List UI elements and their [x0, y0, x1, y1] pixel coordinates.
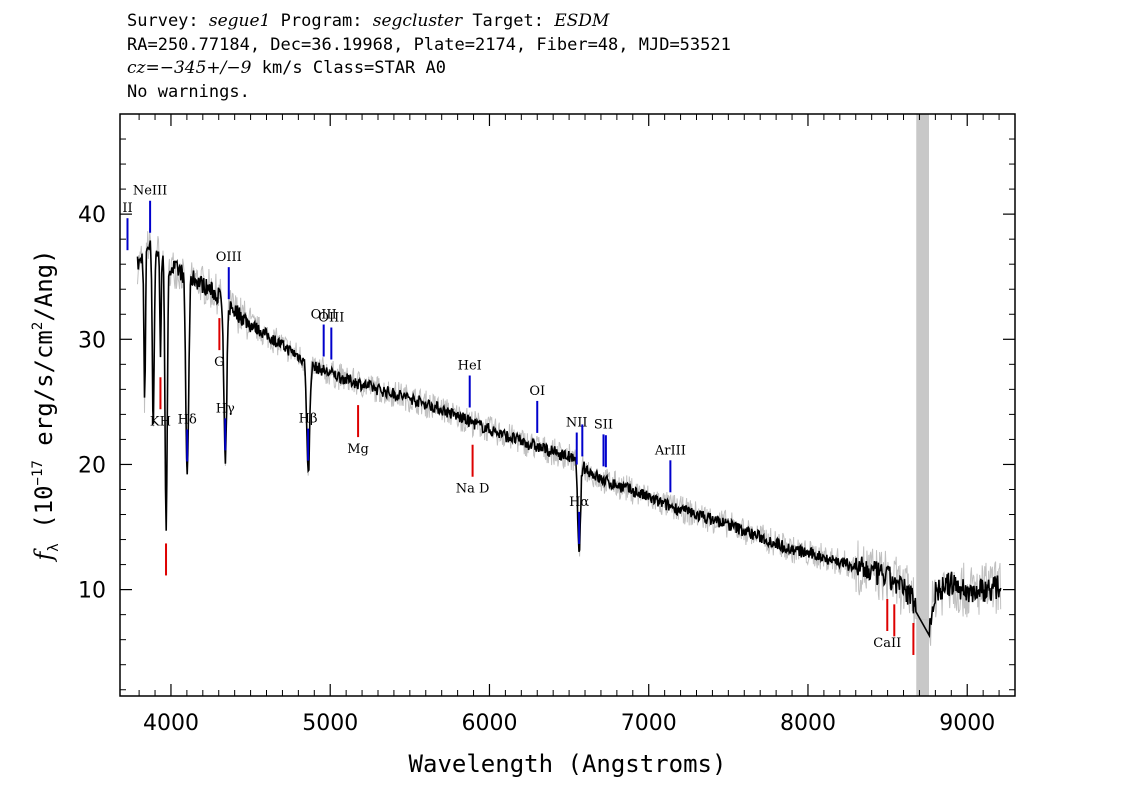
y-label-pre: (10 — [30, 485, 58, 543]
y-label-post: /Ang) — [30, 249, 58, 321]
y-tick-label: 40 — [78, 203, 106, 228]
header-line-survey: Survey: segue1 Program: segcluster Targe… — [127, 10, 731, 34]
plot-frame — [119, 113, 1016, 697]
emission-line-label: HeI — [458, 358, 482, 373]
header-line-redshift: cz=−345+/−9 km/s Class=STAR A0 — [127, 57, 731, 81]
emission-line-label: OIII — [318, 311, 344, 326]
emission-line-label: OIII — [216, 250, 242, 265]
x-tick-label: 4000 — [143, 711, 199, 736]
absorption-line-label: Mg — [347, 442, 369, 457]
flux-error-band — [137, 228, 1002, 646]
target-label: Target: — [462, 11, 555, 31]
y-tick-label: 30 — [78, 328, 106, 353]
survey-value: segue1 — [208, 11, 271, 31]
cz-value: −345+/−9 — [159, 58, 252, 78]
x-axis-label: Wavelength (Angstroms) — [409, 750, 727, 778]
cz-label: cz= — [127, 58, 160, 78]
x-tick-label: 9000 — [939, 711, 995, 736]
x-tick-label: 7000 — [621, 711, 677, 736]
y-label-exp2: 2 — [30, 322, 46, 330]
emission-line-label: OIII — [311, 308, 337, 323]
absorption-line-label: KH — [150, 414, 171, 429]
emission-line-label: II — [122, 201, 132, 216]
x-tick-label: 6000 — [461, 711, 517, 736]
y-label-exp: −17 — [30, 460, 46, 485]
emission-line-label: ArIII — [654, 443, 686, 458]
emission-line-label: NeIII — [133, 184, 167, 199]
x-tick-label: 5000 — [302, 711, 358, 736]
y-axis-label: fλ (10−17 erg/s/cm2/Ang) — [30, 249, 62, 562]
header-line-warnings: No warnings. — [127, 81, 250, 102]
absorption-line-label: Na D — [456, 482, 490, 497]
masked-region-group — [916, 114, 930, 696]
emission-line-label: SII — [594, 417, 613, 432]
target-value: ESDM — [554, 11, 610, 31]
y-tick-label: 20 — [78, 453, 106, 478]
emission-line-label: Hγ — [216, 401, 235, 416]
noise-band-group — [137, 228, 1002, 646]
class-text: km/s Class=STAR A0 — [251, 58, 446, 78]
program-label: Program: — [270, 11, 373, 31]
x-tick-label: 8000 — [780, 711, 836, 736]
line-marker-group: NeIIIIIHδHγOIIIHβOIIIOIIIHeIOINIIHαSIIAr… — [122, 184, 915, 655]
emission-line-label: NII — [566, 416, 588, 431]
masked-wavelength-band — [916, 114, 930, 696]
emission-line-label: OI — [529, 384, 545, 399]
program-value: segcluster — [372, 11, 463, 31]
spectrum-header: Survey: segue1 Program: segcluster Targe… — [127, 10, 731, 104]
absorption-line-label: G — [214, 355, 224, 370]
flux-line-group — [136, 240, 1002, 639]
emission-line-label: Hβ — [299, 412, 318, 427]
absorption-line-label: CaII — [873, 636, 901, 651]
emission-line-label: Hα — [569, 495, 589, 510]
survey-label: Survey: — [127, 11, 209, 31]
flux-spectrum-line — [136, 240, 1002, 639]
y-label-mid: erg/s/cm — [30, 330, 58, 460]
y-label-sub: λ — [46, 543, 62, 551]
header-line-coordinates: RA=250.77184, Dec=36.19968, Plate=2174, … — [127, 34, 731, 55]
y-tick-label: 10 — [78, 579, 106, 604]
axis-tick-group: 4000 5000 6000 7000 8000 9000 10 20 30 40 — [78, 114, 1015, 736]
emission-line-label: Hδ — [178, 412, 197, 427]
